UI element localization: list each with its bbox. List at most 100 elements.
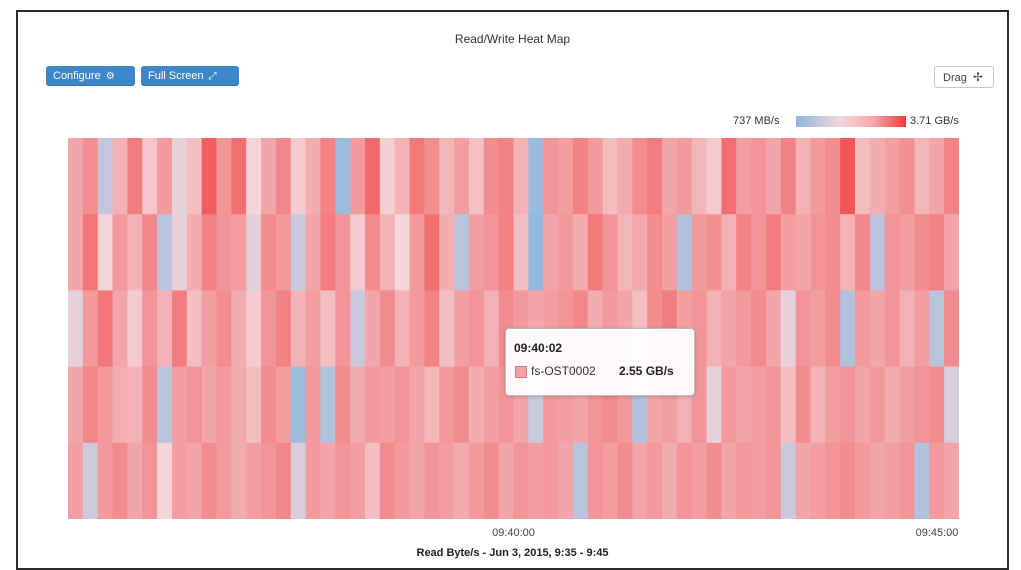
heatmap-cell[interactable] xyxy=(840,442,856,519)
heatmap-cell[interactable] xyxy=(840,366,856,444)
heatmap-cell[interactable] xyxy=(97,366,113,444)
heatmap-cell[interactable] xyxy=(914,138,930,215)
heatmap-cell[interactable] xyxy=(468,214,485,291)
heatmap-cell[interactable] xyxy=(231,366,247,444)
heatmap-cell[interactable] xyxy=(899,366,915,444)
heatmap-cell[interactable] xyxy=(662,442,678,519)
heatmap-cell[interactable] xyxy=(68,290,84,367)
heatmap-cell[interactable] xyxy=(825,214,841,291)
heatmap-cell[interactable] xyxy=(662,214,678,291)
heatmap-cell[interactable] xyxy=(201,366,217,444)
heatmap-cell[interactable] xyxy=(201,290,217,367)
heatmap-cell[interactable] xyxy=(617,138,633,215)
heatmap-cell[interactable] xyxy=(810,290,826,367)
heatmap-cell[interactable] xyxy=(157,138,173,215)
heatmap-cell[interactable] xyxy=(127,442,143,519)
heatmap-cell[interactable] xyxy=(810,442,826,519)
heatmap-cell[interactable] xyxy=(795,290,811,367)
heatmap-cell[interactable] xyxy=(587,138,603,215)
heatmap-cell[interactable] xyxy=(335,214,351,291)
heatmap-cell[interactable] xyxy=(736,290,752,367)
heatmap-cell[interactable] xyxy=(68,442,84,519)
heatmap-cell[interactable] xyxy=(884,214,900,291)
heatmap-cell[interactable] xyxy=(468,138,485,215)
heatmap-cell[interactable] xyxy=(706,138,722,215)
heatmap-cell[interactable] xyxy=(320,138,336,215)
heatmap-cell[interactable] xyxy=(751,290,767,367)
heatmap-cell[interactable] xyxy=(543,442,559,519)
heatmap-cell[interactable] xyxy=(721,138,737,215)
heatmap-cell[interactable] xyxy=(82,290,99,367)
heatmap-cell[interactable] xyxy=(112,442,128,519)
heatmap-cell[interactable] xyxy=(869,138,886,215)
heatmap-cell[interactable] xyxy=(869,366,886,444)
heatmap-cell[interactable] xyxy=(498,214,514,291)
heatmap-cell[interactable] xyxy=(454,138,470,215)
heatmap-cell[interactable] xyxy=(424,214,440,291)
heatmap-cell[interactable] xyxy=(736,366,752,444)
heatmap-cell[interactable] xyxy=(290,366,306,444)
heatmap-cell[interactable] xyxy=(439,214,455,291)
heatmap-cell[interactable] xyxy=(543,138,559,215)
heatmap-cell[interactable] xyxy=(543,214,559,291)
heatmap-cell[interactable] xyxy=(97,138,113,215)
heatmap-cell[interactable] xyxy=(855,442,871,519)
heatmap-cell[interactable] xyxy=(736,138,752,215)
heatmap-cell[interactable] xyxy=(290,214,306,291)
heatmap-cell[interactable] xyxy=(454,214,470,291)
heatmap-cell[interactable] xyxy=(394,442,410,519)
heatmap-cell[interactable] xyxy=(825,290,841,367)
heatmap-cell[interactable] xyxy=(647,214,663,291)
heatmap-cell[interactable] xyxy=(662,138,678,215)
heatmap-cell[interactable] xyxy=(840,214,856,291)
heatmap-cell[interactable] xyxy=(379,442,396,519)
heatmap-cell[interactable] xyxy=(780,214,797,291)
heatmap-cell[interactable] xyxy=(810,366,826,444)
heatmap-cell[interactable] xyxy=(929,366,945,444)
heatmap-cell[interactable] xyxy=(335,138,351,215)
heatmap-cell[interactable] xyxy=(944,442,959,519)
heatmap-cell[interactable] xyxy=(869,214,886,291)
heatmap-cell[interactable] xyxy=(795,214,811,291)
heatmap-cell[interactable] xyxy=(736,442,752,519)
heatmap-cell[interactable] xyxy=(231,442,247,519)
heatmap-cell[interactable] xyxy=(201,138,217,215)
heatmap-cell[interactable] xyxy=(350,214,366,291)
heatmap-cell[interactable] xyxy=(424,290,440,367)
heatmap-cell[interactable] xyxy=(632,214,648,291)
heatmap-cell[interactable] xyxy=(558,442,574,519)
heatmap-cell[interactable] xyxy=(439,290,455,367)
heatmap-cell[interactable] xyxy=(721,214,737,291)
heatmap-cell[interactable] xyxy=(186,214,203,291)
heatmap-cell[interactable] xyxy=(647,138,663,215)
heatmap-cell[interactable] xyxy=(780,138,797,215)
heatmap-cell[interactable] xyxy=(899,214,915,291)
heatmap-cell[interactable] xyxy=(454,290,470,367)
heatmap-cell[interactable] xyxy=(706,442,722,519)
heatmap-cell[interactable] xyxy=(335,442,351,519)
heatmap-cell[interactable] xyxy=(350,290,366,367)
heatmap-cell[interactable] xyxy=(365,138,381,215)
heatmap-cell[interactable] xyxy=(691,290,707,367)
heatmap-cell[interactable] xyxy=(528,214,544,291)
heatmap-cell[interactable] xyxy=(275,214,292,291)
heatmap-cell[interactable] xyxy=(884,138,900,215)
heatmap-cell[interactable] xyxy=(899,138,915,215)
heatmap-cell[interactable] xyxy=(795,138,811,215)
heatmap-cell[interactable] xyxy=(572,442,589,519)
configure-button[interactable]: Configure ⚙ xyxy=(46,66,135,86)
heatmap-cell[interactable] xyxy=(632,138,648,215)
heatmap-cell[interactable] xyxy=(632,442,648,519)
heatmap-cell[interactable] xyxy=(82,138,99,215)
heatmap-cell[interactable] xyxy=(929,442,945,519)
heatmap-cell[interactable] xyxy=(617,442,633,519)
heatmap-cell[interactable] xyxy=(795,366,811,444)
heatmap-cell[interactable] xyxy=(82,442,99,519)
heatmap-cell[interactable] xyxy=(721,442,737,519)
heatmap-cell[interactable] xyxy=(68,214,84,291)
heatmap-cell[interactable] xyxy=(855,366,871,444)
heatmap-cell[interactable] xyxy=(691,442,707,519)
heatmap-cell[interactable] xyxy=(483,366,500,444)
heatmap-cell[interactable] xyxy=(736,214,752,291)
heatmap-cell[interactable] xyxy=(350,366,366,444)
